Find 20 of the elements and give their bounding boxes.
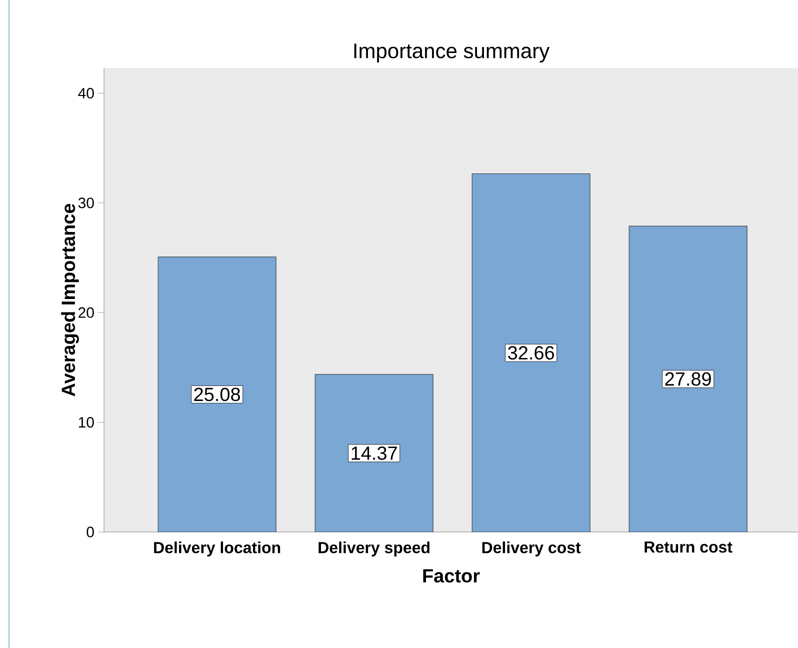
x-tick-label: Delivery cost xyxy=(482,542,581,556)
data-label: 32.66 xyxy=(508,346,554,360)
y-tick-label: 0 xyxy=(86,526,94,538)
data-label: 14.37 xyxy=(352,446,397,460)
chart-title: Importance summary xyxy=(354,44,550,62)
x-tick-label: Delivery location xyxy=(154,542,280,556)
y-tick-label: 40 xyxy=(78,88,94,99)
y-tick-label: 20 xyxy=(78,307,94,318)
x-tick-label: Return cost xyxy=(644,542,732,553)
y-tick-label: 10 xyxy=(78,416,94,428)
bar xyxy=(314,374,434,532)
y-axis-title: Averaged Importance xyxy=(61,204,79,396)
bar xyxy=(628,226,748,532)
bar xyxy=(158,256,276,532)
bar xyxy=(472,174,590,532)
x-axis-title: Factor xyxy=(423,569,480,583)
data-label: 25.08 xyxy=(194,388,240,402)
y-tick-label: 30 xyxy=(78,198,94,208)
x-tick-label: Delivery speed xyxy=(318,542,430,556)
data-label: 27.89 xyxy=(665,372,711,386)
